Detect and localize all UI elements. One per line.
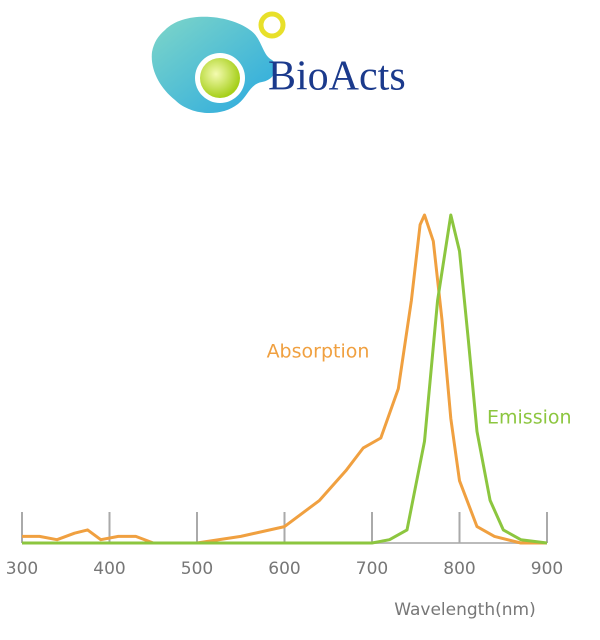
x-tick-label: 800 (443, 559, 475, 579)
brand-name: BioActs (268, 54, 406, 100)
x-tick-label: 300 (6, 559, 38, 579)
series-label: Emission (487, 407, 572, 429)
series-line (22, 213, 548, 545)
x-tick-label: 700 (356, 559, 388, 579)
x-tick-label: 900 (531, 559, 563, 579)
logo: BioActs (151, 11, 406, 114)
logo-ring (258, 11, 286, 39)
series-label: Absorption (267, 341, 370, 363)
x-tick-label: 600 (268, 559, 300, 579)
x-tick-label: 500 (181, 559, 213, 579)
series-line (22, 213, 547, 545)
x-axis-label: Wavelength(nm) (394, 600, 535, 620)
logo-ball (200, 58, 240, 98)
x-tick-label: 400 (93, 559, 125, 579)
